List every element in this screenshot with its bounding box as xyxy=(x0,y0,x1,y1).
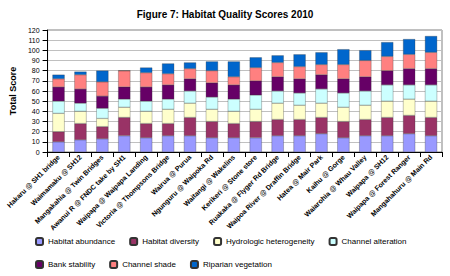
svg-text:Total Score: Total Score xyxy=(8,67,18,115)
svg-text:Waipapa @ Forest Ranger: Waipapa @ Forest Ranger xyxy=(345,153,412,220)
svg-text:Habitat diversity: Habitat diversity xyxy=(142,237,199,246)
svg-text:90: 90 xyxy=(32,57,40,64)
svg-text:Awanui R @ FNDC take by SH1: Awanui R @ FNDC take by SH1 xyxy=(49,153,128,232)
svg-text:100: 100 xyxy=(28,47,40,54)
svg-text:20: 20 xyxy=(32,128,40,135)
svg-text:Waiarohia @ Whau Valley: Waiarohia @ Whau Valley xyxy=(303,153,368,219)
svg-text:110: 110 xyxy=(28,37,39,44)
svg-text:Riparian vegetation: Riparian vegetation xyxy=(203,260,272,269)
svg-text:Victoria @ Thompsons Bridge: Victoria @ Thompsons Bridge xyxy=(95,153,171,229)
svg-text:70: 70 xyxy=(32,77,40,84)
svg-text:Ruakaka @ Flyger Rd Bridge: Ruakaka @ Flyger Rd Bridge xyxy=(207,153,281,227)
svg-text:Ngunguru @ Waipoka Rd: Ngunguru @ Waipoka Rd xyxy=(150,153,215,218)
svg-text:Kerikeri @ Stone store: Kerikeri @ Stone store xyxy=(200,153,259,212)
svg-text:40: 40 xyxy=(32,108,40,115)
svg-text:Channel shade: Channel shade xyxy=(122,260,176,269)
svg-text:Waipapa @ SH12: Waipapa @ SH12 xyxy=(344,153,390,199)
svg-text:Hakaru @ SH1 bridge: Hakaru @ SH1 bridge xyxy=(5,153,61,209)
svg-text:Waipoa River @ Draffin Bridge: Waipoa River @ Draffin Bridge xyxy=(226,153,303,230)
svg-text:120: 120 xyxy=(28,27,40,34)
svg-text:Bank stability: Bank stability xyxy=(48,260,95,269)
svg-text:10: 10 xyxy=(32,138,40,145)
svg-text:30: 30 xyxy=(32,118,40,125)
svg-text:60: 60 xyxy=(32,88,40,95)
svg-text:Channel alteration: Channel alteration xyxy=(342,237,407,246)
svg-text:Hatea @ Mair Park: Hatea @ Mair Park xyxy=(275,153,324,202)
svg-text:Habitat abundance: Habitat abundance xyxy=(48,237,116,246)
svg-text:Waipapa @ Waipapa Landing: Waipapa @ Waipapa Landing xyxy=(75,153,149,227)
svg-text:Mangakahia @ Twin Bridges: Mangakahia @ Twin Bridges xyxy=(33,153,105,225)
svg-text:Waitangi @ Wakelins: Waitangi @ Wakelins xyxy=(182,153,237,208)
svg-text:50: 50 xyxy=(32,98,40,105)
svg-text:80: 80 xyxy=(32,67,40,74)
svg-text:Waimamaku @ SH12: Waimamaku @ SH12 xyxy=(29,153,83,207)
svg-text:Kaihu @ Gorge: Kaihu @ Gorge xyxy=(305,153,347,195)
svg-text:Hydrologic heterogeneity: Hydrologic heterogeneity xyxy=(226,237,315,246)
svg-text:Wairua @ Purua: Wairua @ Purua xyxy=(150,153,193,196)
svg-text:Mangahahuru @ Main Rd: Mangahahuru @ Main Rd xyxy=(369,154,434,219)
svg-text:Figure 7: Habitat Quality Scor: Figure 7: Habitat Quality Scores 2010 xyxy=(137,9,314,20)
svg-text:0: 0 xyxy=(36,149,40,156)
